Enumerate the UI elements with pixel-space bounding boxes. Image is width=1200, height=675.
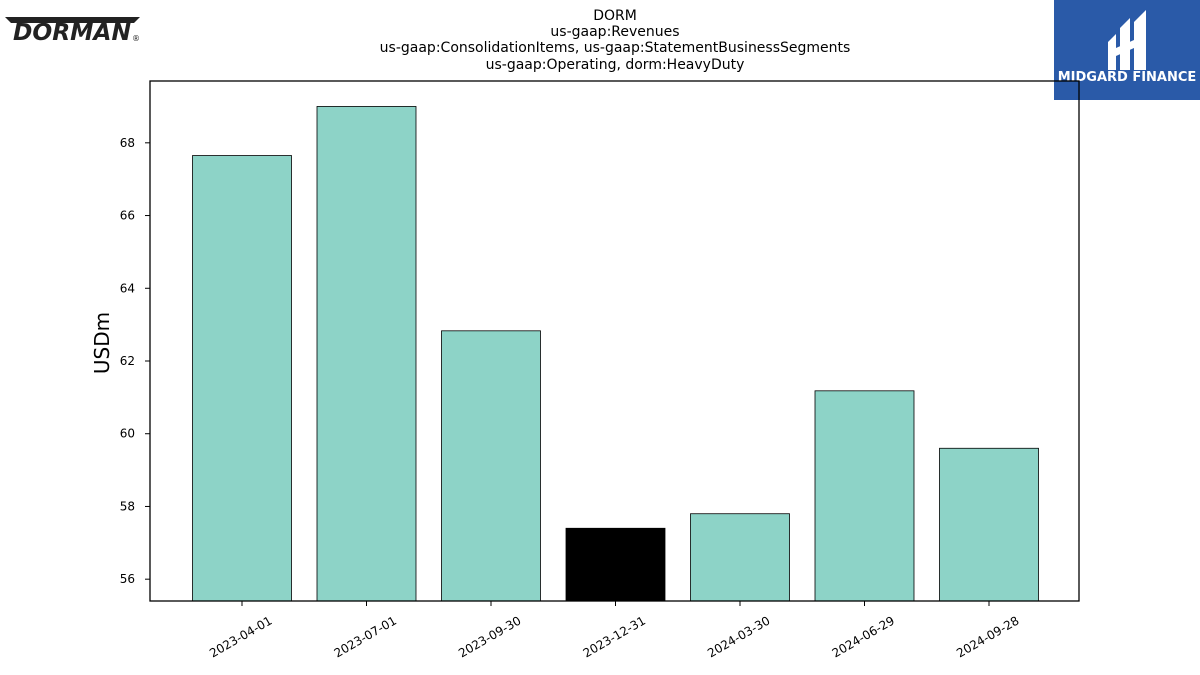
- x-tick-label: 2023-07-01: [332, 613, 399, 660]
- midgard-finance-logo: MIDGARD FINANCE: [1054, 0, 1200, 100]
- x-tick-label: 2024-03-30: [705, 613, 772, 660]
- y-tick-label: 58: [120, 499, 135, 513]
- x-axis: 2023-04-01 2023-07-01 2023-09-30 2023-12-31…: [207, 601, 1022, 660]
- bar-2023-04-01: [192, 155, 292, 602]
- x-tick-label: 2024-06-29: [830, 613, 897, 660]
- dorman-registered-mark: ®: [132, 34, 140, 43]
- bar-2023-07-01: [316, 106, 417, 602]
- y-tick-label: 56: [120, 572, 135, 586]
- bar-2024-06-29: [814, 390, 915, 602]
- bar-2024-03-30: [690, 513, 790, 602]
- bar-2023-09-30: [441, 330, 541, 602]
- y-tick-label: 60: [120, 427, 135, 441]
- chart-title-line-3: us-gaap:ConsolidationItems, us-gaap:Stat…: [380, 40, 851, 56]
- dorman-logo-top-bar: [5, 17, 140, 23]
- y-tick-label: 66: [120, 209, 135, 223]
- plot-frame: [149, 80, 1080, 602]
- x-tick-label: 2023-12-31: [581, 613, 648, 660]
- y-axis: 56 58 60 62 64 66 68: [120, 136, 150, 586]
- dorman-logo-text: DORMAN: [13, 20, 131, 46]
- y-tick-label: 68: [120, 136, 135, 150]
- y-axis-label: USDm: [90, 312, 114, 374]
- x-tick-label: 2023-04-01: [207, 613, 274, 660]
- midgard-emblem-icon: [1108, 10, 1146, 70]
- y-tick-label: 62: [120, 354, 135, 368]
- bar-2023-12-31: [565, 527, 666, 602]
- chart-title-line-2: us-gaap:Revenues: [550, 24, 679, 40]
- chart-title-line-1: DORM: [593, 8, 637, 24]
- dorman-logo: DORMAN ®: [5, 17, 140, 46]
- chart-title-line-4: us-gaap:Operating, dorm:HeavyDuty: [486, 57, 745, 73]
- x-tick-label: 2023-09-30: [456, 613, 523, 660]
- midgard-logo-caption: MIDGARD FINANCE: [1058, 70, 1197, 85]
- chart-title: DORM us-gaap:Revenues us-gaap:Consolidat…: [380, 8, 851, 73]
- bars: [192, 106, 1039, 602]
- x-tick-label: 2024-09-28: [954, 613, 1021, 660]
- bar-2024-09-28: [939, 447, 1039, 602]
- y-tick-label: 64: [120, 281, 135, 295]
